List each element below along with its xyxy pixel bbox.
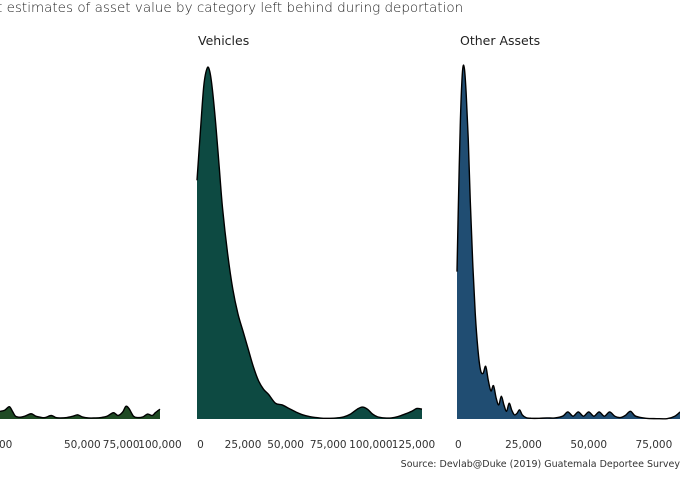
panel-title-vehicles: Vehicles: [198, 33, 249, 48]
x-tick-label-other-assets: 50,000: [570, 439, 607, 451]
x-tick-label-vehicles: 100,000: [349, 439, 392, 451]
x-tick-label-vehicles: 75,000: [310, 439, 347, 451]
x-tick-label-vehicles: 125,000: [392, 439, 435, 451]
x-tick-label-other-assets: 0: [455, 439, 462, 451]
panel-other-assets: Other Assets 0 25,000 50,000 75,000: [455, 33, 680, 451]
density-marks-vehicles: [196, 66, 423, 420]
panel-vehicles: Vehicles 0 25,000 50,000 75,000 100,000 125,0…: [196, 33, 435, 451]
density-area-other-assets: [457, 65, 680, 420]
density-area-left: [0, 406, 160, 419]
x-axis-vehicles: 0 25,000 50,000 75,000 100,000 125,000: [197, 439, 435, 451]
x-tick-label-vehicles: 0: [197, 439, 204, 451]
panel-title-other-assets: Other Assets: [460, 33, 540, 48]
x-tick-label-left: 75,000: [103, 439, 140, 451]
density-area-vehicles: [197, 67, 422, 420]
x-tick-label-left: 50,000: [64, 439, 101, 451]
x-tick-label-left: 100,000: [138, 439, 181, 451]
density-line-vehicles: [196, 66, 423, 420]
density-line-other-assets: [456, 64, 680, 420]
x-tick-label-vehicles: 25,000: [225, 439, 262, 451]
x-tick-label-other-assets: 75,000: [636, 439, 673, 451]
density-marks-left: [0, 405, 161, 419]
x-tick-label-vehicles: 50,000: [267, 439, 304, 451]
x-tick-label-left: 00: [0, 439, 12, 451]
density-marks-other-assets: [456, 64, 680, 420]
x-axis-other-assets: 0 25,000 50,000 75,000: [455, 439, 672, 451]
chart-caption: Source: Devlab@Duke (2019) Guatemala Dep…: [401, 459, 680, 470]
x-tick-label-other-assets: 25,000: [505, 439, 542, 451]
density-line-left: [0, 405, 161, 419]
chart-title: t estimates of asset value by category l…: [0, 0, 463, 16]
